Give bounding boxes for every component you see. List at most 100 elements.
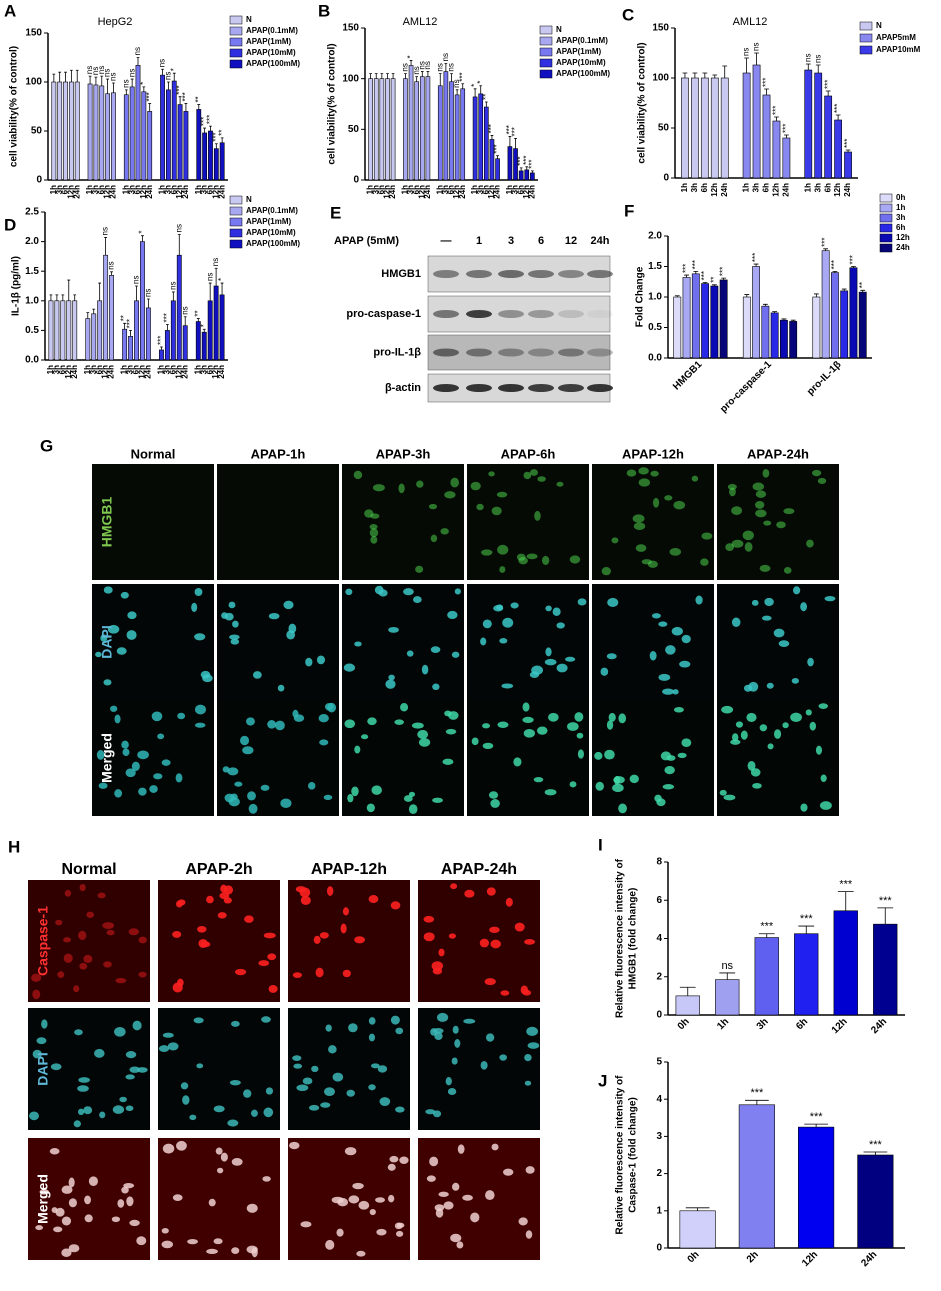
bar bbox=[373, 78, 379, 181]
error-bar bbox=[52, 73, 56, 82]
cell bbox=[39, 1189, 49, 1195]
cell bbox=[652, 497, 660, 508]
cell bbox=[296, 1084, 309, 1092]
y-axis-label: IL-1β (pg/ml) bbox=[11, 256, 22, 316]
x-tick-label: 3h bbox=[371, 185, 380, 194]
significance-label: ns bbox=[401, 63, 410, 71]
x-tick-label: 3h bbox=[52, 365, 61, 374]
cell bbox=[31, 973, 42, 982]
cell bbox=[162, 1032, 174, 1038]
cell bbox=[408, 804, 418, 814]
error-bar bbox=[692, 72, 698, 78]
x-tick-label: 6h bbox=[133, 185, 142, 194]
cell bbox=[229, 634, 240, 640]
legend-swatch bbox=[859, 45, 873, 55]
significance-label: * bbox=[217, 278, 226, 281]
cell bbox=[510, 602, 519, 609]
x-tick-label: 12h bbox=[103, 185, 112, 199]
cell bbox=[452, 1025, 459, 1034]
significance-label: ns bbox=[109, 73, 118, 81]
error-bar bbox=[165, 324, 169, 331]
cell bbox=[99, 1111, 106, 1119]
micrograph bbox=[717, 464, 839, 580]
cell bbox=[35, 1225, 44, 1231]
significance-label: ** bbox=[709, 277, 718, 283]
cell bbox=[450, 477, 460, 488]
cell bbox=[491, 506, 502, 516]
error-bar bbox=[415, 76, 419, 82]
cell bbox=[435, 1208, 444, 1218]
significance-label: ns bbox=[127, 69, 136, 77]
significance-label: *** bbox=[493, 144, 502, 153]
cell bbox=[61, 1216, 72, 1226]
cell bbox=[369, 528, 379, 538]
cell bbox=[447, 610, 458, 620]
bar bbox=[840, 290, 849, 359]
significance-label: ns bbox=[813, 55, 822, 63]
cell bbox=[817, 477, 827, 484]
cell bbox=[202, 674, 213, 683]
cell bbox=[544, 658, 557, 666]
significance-label: ** bbox=[193, 310, 202, 316]
x-tick-label: 6h bbox=[700, 183, 709, 192]
cell bbox=[368, 1033, 376, 1042]
cell bbox=[345, 588, 353, 596]
bar bbox=[524, 169, 530, 181]
y-tick-label: 1 bbox=[656, 1205, 662, 1216]
cell bbox=[115, 977, 127, 984]
cell bbox=[132, 1020, 142, 1031]
cell bbox=[518, 1217, 528, 1226]
cell bbox=[806, 539, 814, 548]
significance-label: *** bbox=[821, 237, 830, 246]
x-tick-label: 12h bbox=[139, 185, 148, 199]
cell bbox=[277, 684, 285, 692]
cell bbox=[534, 510, 541, 521]
cell bbox=[41, 1019, 48, 1029]
significance-label: *** bbox=[833, 104, 842, 113]
cell bbox=[74, 1029, 83, 1036]
cell bbox=[96, 750, 105, 760]
cell bbox=[445, 1076, 452, 1086]
cell bbox=[125, 1105, 134, 1112]
bar bbox=[160, 74, 165, 181]
significance-label: *** bbox=[505, 125, 514, 134]
x-tick-label: 24h bbox=[72, 185, 81, 199]
x-tick-label: 3h bbox=[163, 365, 172, 374]
significance-label: *** bbox=[516, 156, 525, 165]
cell bbox=[755, 509, 767, 518]
cell bbox=[268, 612, 280, 620]
cell bbox=[323, 794, 333, 801]
significance-label: ns bbox=[752, 43, 761, 51]
cell bbox=[300, 1221, 312, 1228]
cell bbox=[604, 749, 615, 760]
y-tick-label: 0 bbox=[36, 175, 42, 186]
error-bar bbox=[825, 90, 831, 96]
legend-swatch bbox=[539, 58, 553, 68]
cell bbox=[234, 781, 243, 787]
legend-label: APAP(10mM) bbox=[246, 48, 296, 57]
cell bbox=[783, 508, 795, 515]
cell bbox=[444, 491, 456, 499]
cell bbox=[556, 663, 568, 673]
cell bbox=[177, 712, 186, 720]
significance-label: *** bbox=[487, 124, 496, 133]
cell bbox=[731, 539, 744, 548]
cell bbox=[286, 630, 296, 640]
cell bbox=[651, 613, 661, 619]
x-tick-label: 1h bbox=[85, 185, 94, 194]
bar bbox=[472, 96, 478, 181]
significance-label: *** bbox=[700, 271, 709, 280]
cell bbox=[406, 650, 414, 657]
cell bbox=[129, 1219, 140, 1227]
x-tick-label: 12h bbox=[211, 365, 220, 379]
cell bbox=[250, 1109, 258, 1117]
cell bbox=[172, 1194, 183, 1201]
cell bbox=[824, 595, 836, 602]
significance-label: ns bbox=[107, 261, 116, 269]
cell bbox=[308, 1104, 320, 1111]
cell bbox=[390, 1015, 400, 1025]
cell bbox=[172, 982, 183, 993]
legend-label: APAP(1mM) bbox=[246, 37, 292, 46]
y-axis-label: Fold Change bbox=[635, 266, 646, 327]
error-bar bbox=[438, 73, 442, 86]
